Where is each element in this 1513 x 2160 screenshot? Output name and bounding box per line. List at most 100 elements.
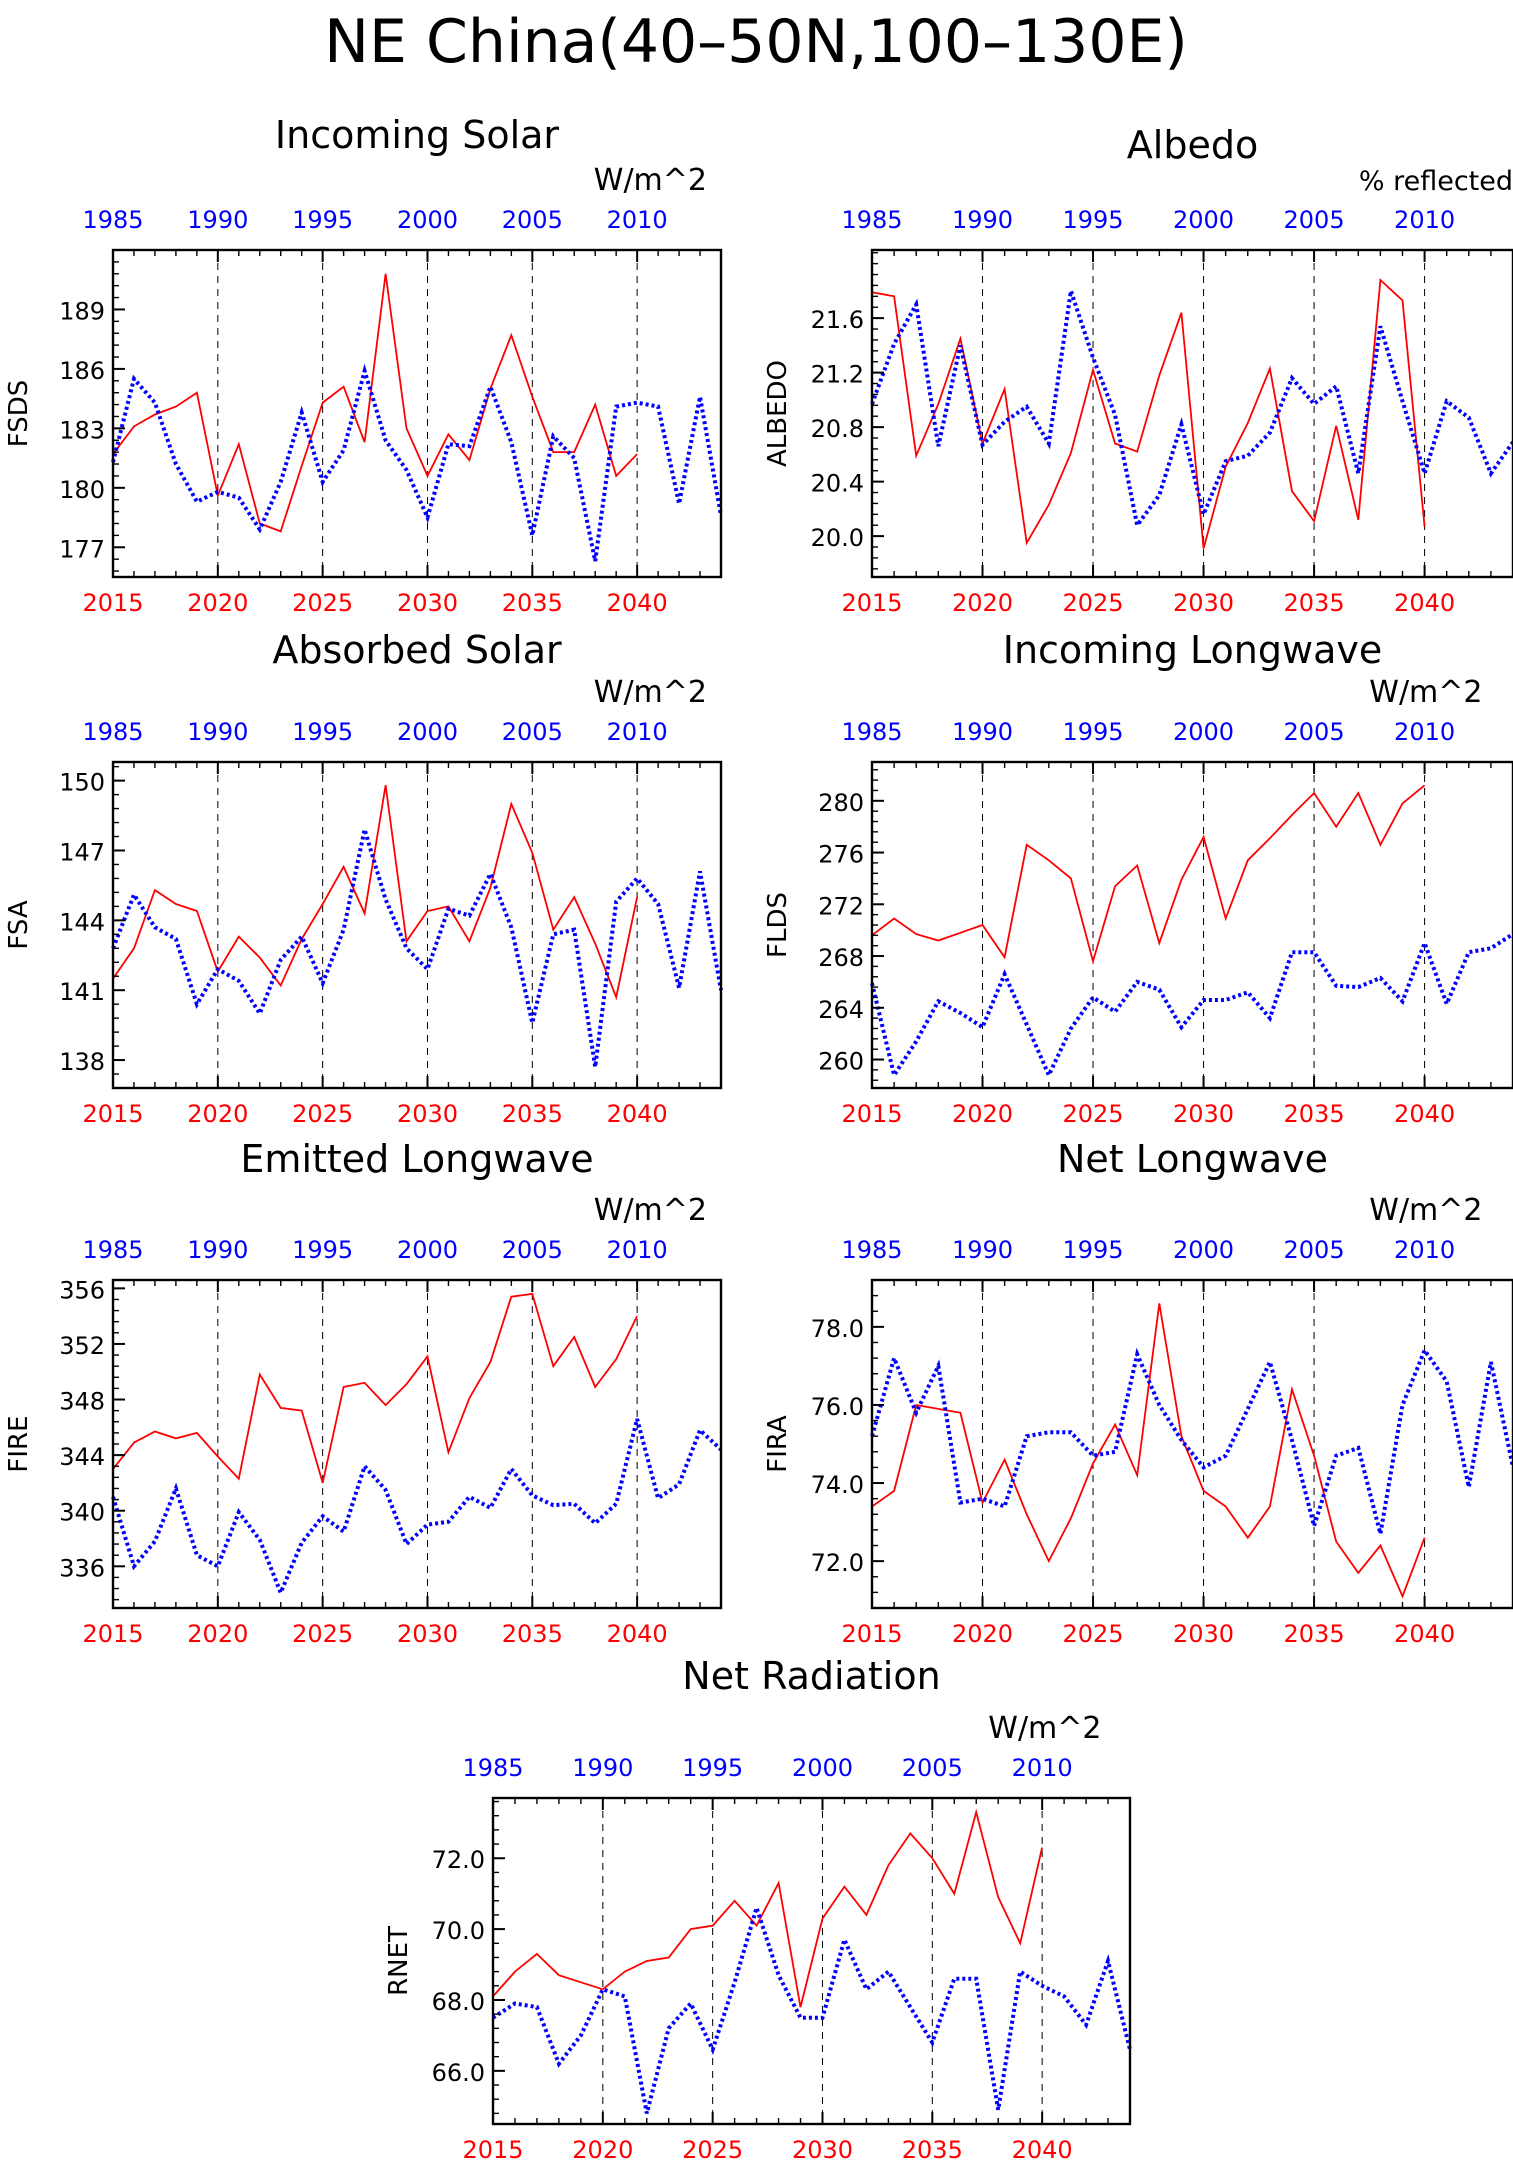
y-axis-label: FSA bbox=[4, 900, 34, 949]
top-x-tick-label: 2000 bbox=[397, 718, 458, 746]
top-x-tick-label: 1990 bbox=[952, 206, 1013, 234]
plot-frame bbox=[111, 248, 723, 579]
bottom-x-tick-label: 2015 bbox=[82, 1620, 143, 1648]
bottom-x-tick-label: 2040 bbox=[1394, 1100, 1455, 1128]
top-x-tick-label: 2010 bbox=[1012, 1754, 1073, 1782]
top-x-tick-label: 2010 bbox=[607, 206, 668, 234]
series-line-historical bbox=[870, 290, 1513, 531]
top-x-tick-label: 1995 bbox=[682, 1754, 743, 1782]
y-tick-label: 264 bbox=[818, 996, 864, 1024]
top-x-tick-label: 1985 bbox=[82, 718, 143, 746]
units-label: % reflected bbox=[1359, 166, 1513, 197]
top-x-tick-label: 1985 bbox=[82, 1236, 143, 1264]
top-x-tick-label: 2000 bbox=[1173, 206, 1234, 234]
y-axis-label: FIRE bbox=[4, 1415, 34, 1472]
top-x-tick-label: 1990 bbox=[952, 1236, 1013, 1264]
top-x-tick-label: 1995 bbox=[1062, 718, 1123, 746]
y-tick-label: 74.0 bbox=[811, 1471, 864, 1499]
bottom-x-tick-label: 2030 bbox=[792, 2136, 853, 2160]
y-tick-label: 272 bbox=[818, 892, 864, 920]
bottom-x-tick-label: 2015 bbox=[82, 589, 143, 617]
top-x-tick-label: 2005 bbox=[1284, 1236, 1345, 1264]
plot-frame bbox=[870, 248, 1513, 579]
panel-3: Absorbed Solar W/m^2 138 141 144 147 150 FSA 201… bbox=[4, 628, 723, 1128]
bottom-x-tick-label: 2035 bbox=[502, 1100, 563, 1128]
panel-title: Net Longwave bbox=[1057, 1137, 1328, 1181]
y-tick-label: 147 bbox=[59, 838, 105, 866]
bottom-x-tick-label: 2035 bbox=[502, 1620, 563, 1648]
top-x-tick-label: 2005 bbox=[1284, 206, 1345, 234]
y-tick-label: 21.2 bbox=[811, 361, 864, 389]
series-line-historical bbox=[870, 932, 1513, 1081]
panel-1: Incoming Solar W/m^2 177 180 183 186 189 FSDS 20… bbox=[4, 113, 723, 617]
bottom-x-tick-label: 2040 bbox=[607, 1100, 668, 1128]
panel-title: Absorbed Solar bbox=[272, 628, 562, 672]
bottom-x-tick-label: 2040 bbox=[1394, 1620, 1455, 1648]
y-tick-label: 183 bbox=[59, 416, 105, 444]
bottom-x-tick-label: 2040 bbox=[607, 1620, 668, 1648]
y-tick-label: 72.0 bbox=[811, 1549, 864, 1577]
series-line-future bbox=[492, 1808, 1043, 2008]
top-x-tick-label: 2005 bbox=[502, 206, 563, 234]
panel-title: Net Radiation bbox=[682, 1654, 940, 1698]
plot-frame bbox=[111, 760, 723, 1090]
top-x-tick-label: 1990 bbox=[952, 718, 1013, 746]
top-x-tick-label: 2010 bbox=[1394, 206, 1455, 234]
top-x-tick-label: 1995 bbox=[292, 1236, 353, 1264]
top-x-tick-label: 1990 bbox=[187, 206, 248, 234]
top-x-tick-label: 1985 bbox=[82, 206, 143, 234]
y-tick-label: 348 bbox=[59, 1388, 105, 1416]
bottom-x-tick-label: 2025 bbox=[1062, 1620, 1123, 1648]
top-x-tick-label: 1985 bbox=[841, 718, 902, 746]
top-x-tick-label: 1995 bbox=[1062, 206, 1123, 234]
top-x-tick-label: 2010 bbox=[607, 1236, 668, 1264]
bottom-x-tick-label: 2030 bbox=[1173, 589, 1234, 617]
series-line-future bbox=[871, 784, 1426, 965]
panel-title: Emitted Longwave bbox=[240, 1137, 593, 1181]
top-x-tick-label: 2010 bbox=[607, 718, 668, 746]
y-tick-label: 352 bbox=[59, 1332, 105, 1360]
series-line-future bbox=[871, 1303, 1426, 1599]
top-x-tick-label: 2000 bbox=[792, 1754, 853, 1782]
y-tick-label: 70.0 bbox=[432, 1917, 485, 1945]
y-tick-label: 186 bbox=[59, 357, 105, 385]
top-x-tick-label: 2000 bbox=[397, 206, 458, 234]
bottom-x-tick-label: 2025 bbox=[292, 589, 353, 617]
bottom-x-tick-label: 2020 bbox=[952, 1620, 1013, 1648]
bottom-x-tick-label: 2030 bbox=[397, 589, 458, 617]
y-axis-label: RNET bbox=[384, 1926, 414, 1996]
bottom-x-tick-label: 2020 bbox=[187, 589, 248, 617]
y-tick-label: 189 bbox=[59, 297, 105, 325]
bottom-x-tick-label: 2020 bbox=[187, 1620, 248, 1648]
bottom-x-tick-label: 2025 bbox=[292, 1620, 353, 1648]
panel-title: Incoming Solar bbox=[275, 113, 560, 157]
series-line-historical bbox=[111, 363, 723, 562]
bottom-x-tick-label: 2020 bbox=[952, 1100, 1013, 1128]
y-tick-label: 78.0 bbox=[811, 1315, 864, 1343]
top-x-tick-label: 1990 bbox=[187, 1236, 248, 1264]
y-tick-label: 280 bbox=[818, 789, 864, 817]
bottom-x-tick-label: 2030 bbox=[1173, 1100, 1234, 1128]
y-tick-label: 141 bbox=[59, 978, 105, 1006]
y-tick-label: 72.0 bbox=[432, 1846, 485, 1874]
bottom-x-tick-label: 2020 bbox=[952, 589, 1013, 617]
y-tick-label: 21.6 bbox=[811, 306, 864, 334]
top-x-tick-label: 1985 bbox=[462, 1754, 523, 1782]
y-tick-label: 356 bbox=[59, 1276, 105, 1304]
y-tick-label: 20.8 bbox=[811, 415, 864, 443]
bottom-x-tick-label: 2035 bbox=[902, 2136, 963, 2160]
y-axis-label: FLDS bbox=[763, 892, 793, 958]
bottom-x-tick-label: 2030 bbox=[397, 1620, 458, 1648]
series-line-future bbox=[112, 1292, 638, 1484]
bottom-x-tick-label: 2020 bbox=[572, 2136, 633, 2160]
y-tick-label: 177 bbox=[59, 535, 105, 563]
plot-frame bbox=[491, 1796, 1132, 2126]
units-label: W/m^2 bbox=[594, 163, 707, 198]
top-x-tick-label: 2005 bbox=[502, 718, 563, 746]
bottom-x-tick-label: 2035 bbox=[502, 589, 563, 617]
figure-title: NE China(40–50N,100–130E) bbox=[324, 7, 1188, 77]
series-line-historical bbox=[870, 1346, 1513, 1535]
y-tick-label: 150 bbox=[59, 769, 105, 797]
